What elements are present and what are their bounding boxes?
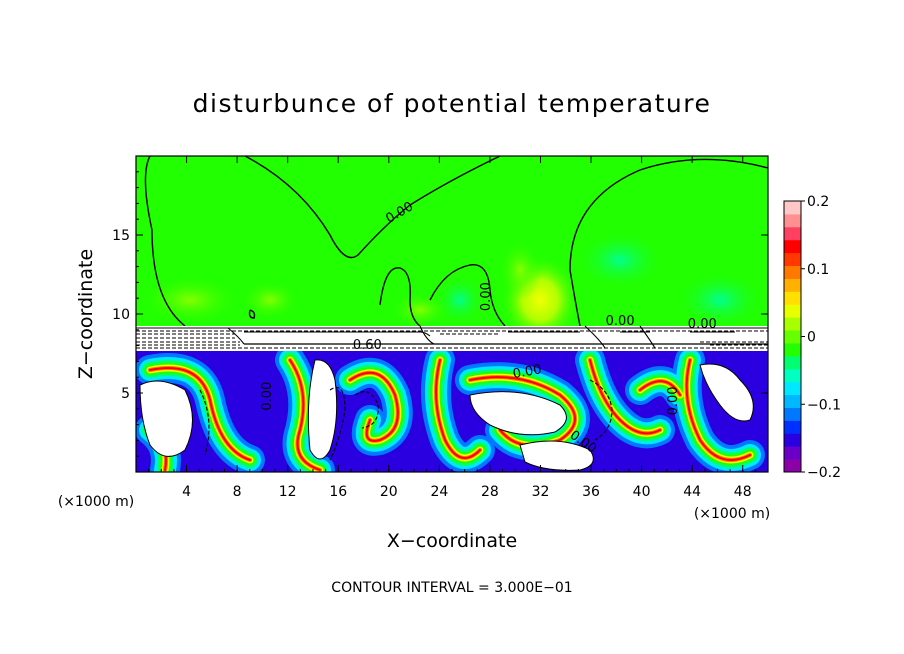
field-band	[589, 359, 661, 435]
upper-layer-anomalies	[140, 230, 765, 345]
saturated-patch	[469, 391, 567, 436]
contour-label: 0.00	[512, 362, 543, 382]
y-tick-label: 15	[112, 228, 130, 244]
x-unit-left: (×1000 m)	[58, 494, 134, 510]
contour-interval-note: CONTOUR INTERVAL = 3.000E−01	[331, 580, 572, 596]
x-axis-label: X−coordinate	[387, 530, 517, 552]
x-tick-label: 12	[279, 484, 297, 500]
colorbar-tick-label: −0.1	[807, 397, 841, 413]
x-axis: 4 8 12 16 20 24 28 32 36 40 44 48	[148, 156, 756, 500]
x-tick-label: 44	[683, 484, 701, 500]
colorbar-segment	[784, 420, 801, 434]
x-tick-label: 24	[430, 484, 448, 500]
chart-title: disturbunce of potential temperature	[193, 89, 712, 118]
x-tick-label: 48	[734, 484, 752, 500]
colorbar-segment	[784, 201, 801, 215]
field-band	[639, 380, 681, 396]
x-tick-label: 36	[582, 484, 600, 500]
x-tick-label: 20	[380, 484, 398, 500]
contour-label: 0.00	[479, 282, 494, 311]
colorbar-tick-label: 0.1	[807, 262, 829, 278]
colorbar-segment	[784, 381, 801, 396]
saturated-patch	[307, 359, 338, 460]
colorbar-segment	[784, 433, 801, 447]
colorbar-tick-label: 0.2	[807, 194, 829, 210]
colorbar-segment	[784, 226, 801, 241]
colorbar-segment	[784, 459, 801, 473]
inversion-contours	[136, 325, 768, 349]
y-tick-label: 10	[112, 307, 130, 323]
colorbar-segment	[784, 330, 801, 344]
field-band	[149, 367, 251, 461]
colorbar-segment	[784, 213, 801, 228]
field-band	[289, 359, 321, 471]
upper-zero-contours	[144, 156, 768, 327]
colorbar-segment	[784, 304, 801, 318]
x-tick-label: 4	[182, 484, 191, 500]
colorbar-segment	[784, 394, 801, 408]
colorbar-segment	[784, 278, 801, 292]
field-band	[349, 371, 399, 442]
colorbar-segment	[784, 317, 801, 331]
plot-area	[136, 156, 768, 472]
colorbar-segment	[784, 291, 801, 305]
negative-contour	[329, 386, 346, 461]
colorbar-tick-label: 0	[807, 330, 816, 346]
colorbar-segment	[784, 252, 801, 267]
colorbar-segment	[784, 407, 801, 421]
x-tick-label: 8	[233, 484, 242, 500]
saturated-patch	[139, 380, 193, 457]
colorbar: 0.2 0.1 0 −0.1 −0.2	[783, 194, 841, 481]
x-tick-label: 40	[633, 484, 651, 500]
lower-turbulent-layer	[136, 351, 768, 472]
contour-label: 0.00	[666, 386, 681, 415]
saturated-patch	[699, 363, 754, 422]
x-tick-label: 16	[329, 484, 347, 500]
colorbar-segment	[784, 446, 801, 460]
negative-contour	[354, 391, 379, 429]
y-axis-label: Z−coordinate	[75, 249, 97, 379]
colorbar-segment	[784, 342, 801, 357]
y-axis: 5 10 15	[112, 171, 768, 457]
x-unit-right: (×1000 m)	[694, 506, 770, 522]
x-tick-label: 28	[481, 484, 499, 500]
field-band	[685, 359, 751, 461]
contour-label: 0.60	[353, 338, 382, 353]
contour-label: 0.00	[260, 382, 275, 411]
negative-contour	[199, 389, 210, 456]
negative-contour	[589, 379, 613, 441]
contour-label: 0.00	[606, 314, 635, 329]
colorbar-segment	[784, 355, 801, 370]
contour-label: 0.00	[688, 317, 717, 332]
saturated-patch	[519, 440, 594, 471]
colorbar-tick-label: −0.2	[807, 465, 841, 481]
colorbar-segment	[784, 239, 801, 254]
y-tick-label: 5	[121, 386, 130, 402]
colorbar-segment	[784, 265, 801, 279]
x-tick-label: 32	[532, 484, 550, 500]
field-band	[435, 359, 481, 459]
colorbar-segment	[784, 368, 801, 383]
